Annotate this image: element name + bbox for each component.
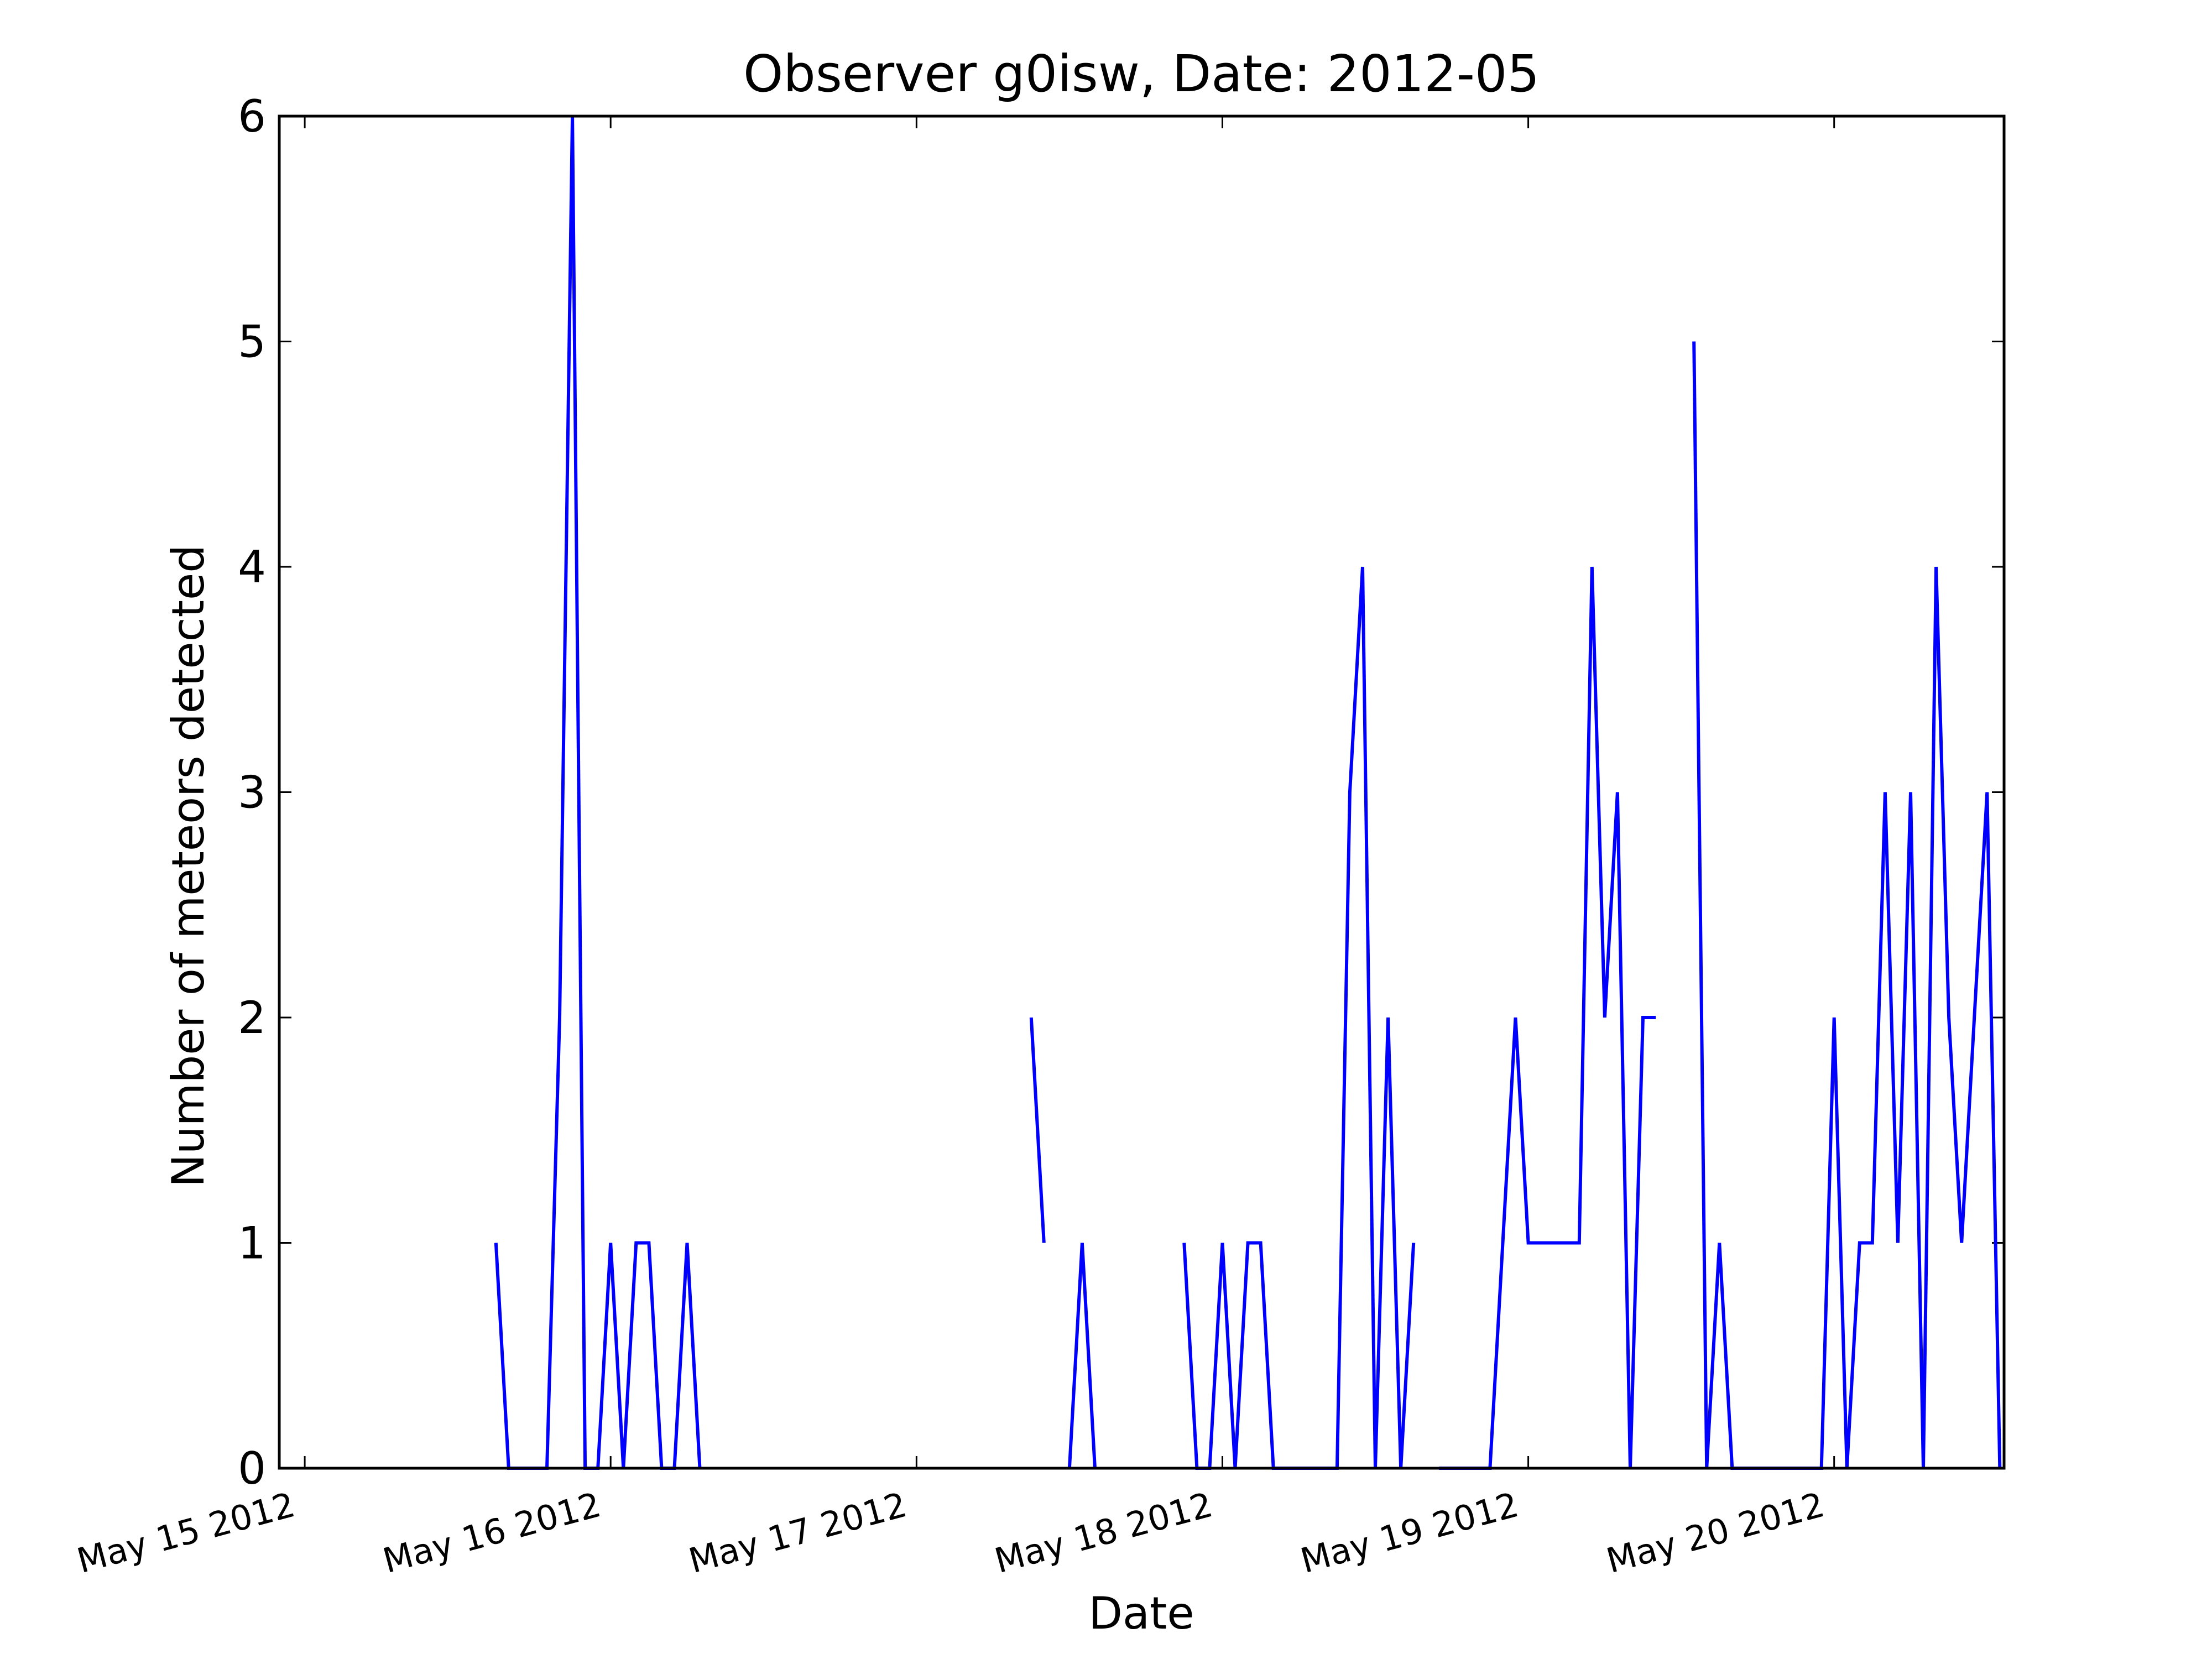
- y-tick-label: 0: [238, 1443, 266, 1494]
- y-axis-label: Number of meteors detected: [163, 545, 214, 1187]
- chart-title: Observer g0isw, Date: 2012-05: [743, 44, 1540, 103]
- plot-area-frame: [278, 114, 2006, 1470]
- y-tick-label: 2: [238, 992, 266, 1044]
- series-line: [1067, 1243, 1097, 1469]
- series-line: [1029, 1017, 1046, 1243]
- y-tick-label: 3: [238, 767, 266, 818]
- y-tick-label: 5: [238, 316, 266, 368]
- series-line: [1399, 1243, 1416, 1469]
- y-axis-ticks: 0 1 2 3 4 5 6: [238, 91, 2004, 1494]
- x-axis-label: Date: [1088, 1588, 1194, 1639]
- y-tick-label: 6: [238, 91, 266, 142]
- y-tick-label: 4: [238, 541, 266, 593]
- y-tick-label: 1: [238, 1218, 266, 1269]
